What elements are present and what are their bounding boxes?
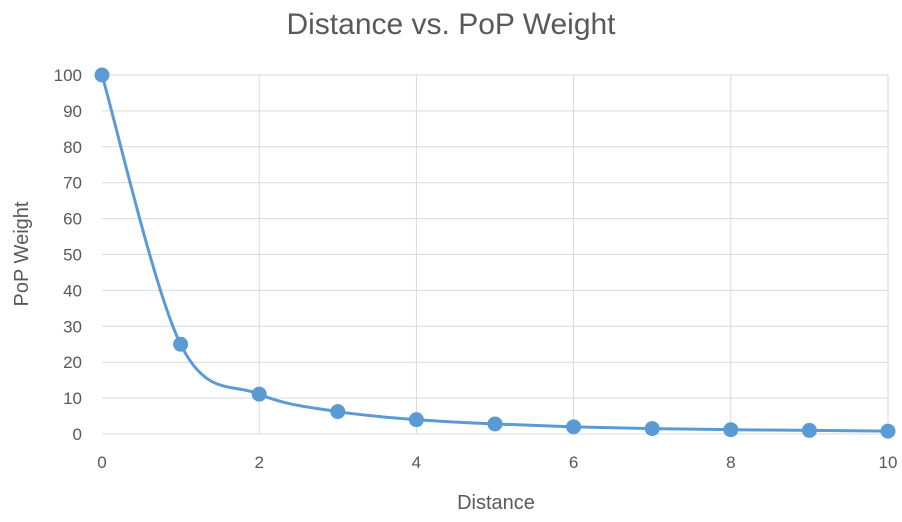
x-tick-label: 4 [412, 453, 421, 472]
x-tick-label: 8 [726, 453, 735, 472]
y-tick-label: 70 [63, 174, 82, 193]
y-tick-label: 100 [54, 66, 82, 85]
y-tick-label: 0 [73, 425, 82, 444]
x-tick-label: 10 [879, 453, 898, 472]
series [94, 67, 896, 439]
y-axis-title: PoP Weight [11, 201, 33, 306]
data-point [801, 422, 817, 438]
data-point [566, 419, 582, 435]
series-line [100, 73, 890, 433]
data-point [330, 404, 346, 420]
grid [102, 74, 889, 434]
chart-title: Distance vs. PoP Weight [286, 8, 616, 41]
data-point [94, 67, 110, 83]
x-tick-label: 6 [569, 453, 578, 472]
data-point [880, 423, 896, 439]
y-tick-label: 80 [63, 138, 82, 157]
data-point [408, 412, 424, 428]
x-tick-label: 2 [254, 453, 263, 472]
y-tick-label: 50 [63, 246, 82, 265]
y-tick-label: 10 [63, 389, 82, 408]
data-point [723, 422, 739, 438]
y-tick-label: 40 [63, 281, 82, 300]
data-point [251, 386, 267, 402]
axes: 0 10 20 30 40 50 60 70 80 90 100 0 2 4 6 8 10 [54, 66, 898, 472]
data-point [487, 416, 503, 432]
y-tick-label: 90 [63, 102, 82, 121]
x-axis-title: Distance [457, 492, 535, 514]
y-tick-label: 30 [63, 317, 82, 336]
data-point [173, 336, 189, 352]
y-tick-label: 20 [63, 353, 82, 372]
x-tick-label: 0 [97, 453, 106, 472]
data-point [644, 421, 660, 437]
y-tick-label: 60 [63, 210, 82, 229]
